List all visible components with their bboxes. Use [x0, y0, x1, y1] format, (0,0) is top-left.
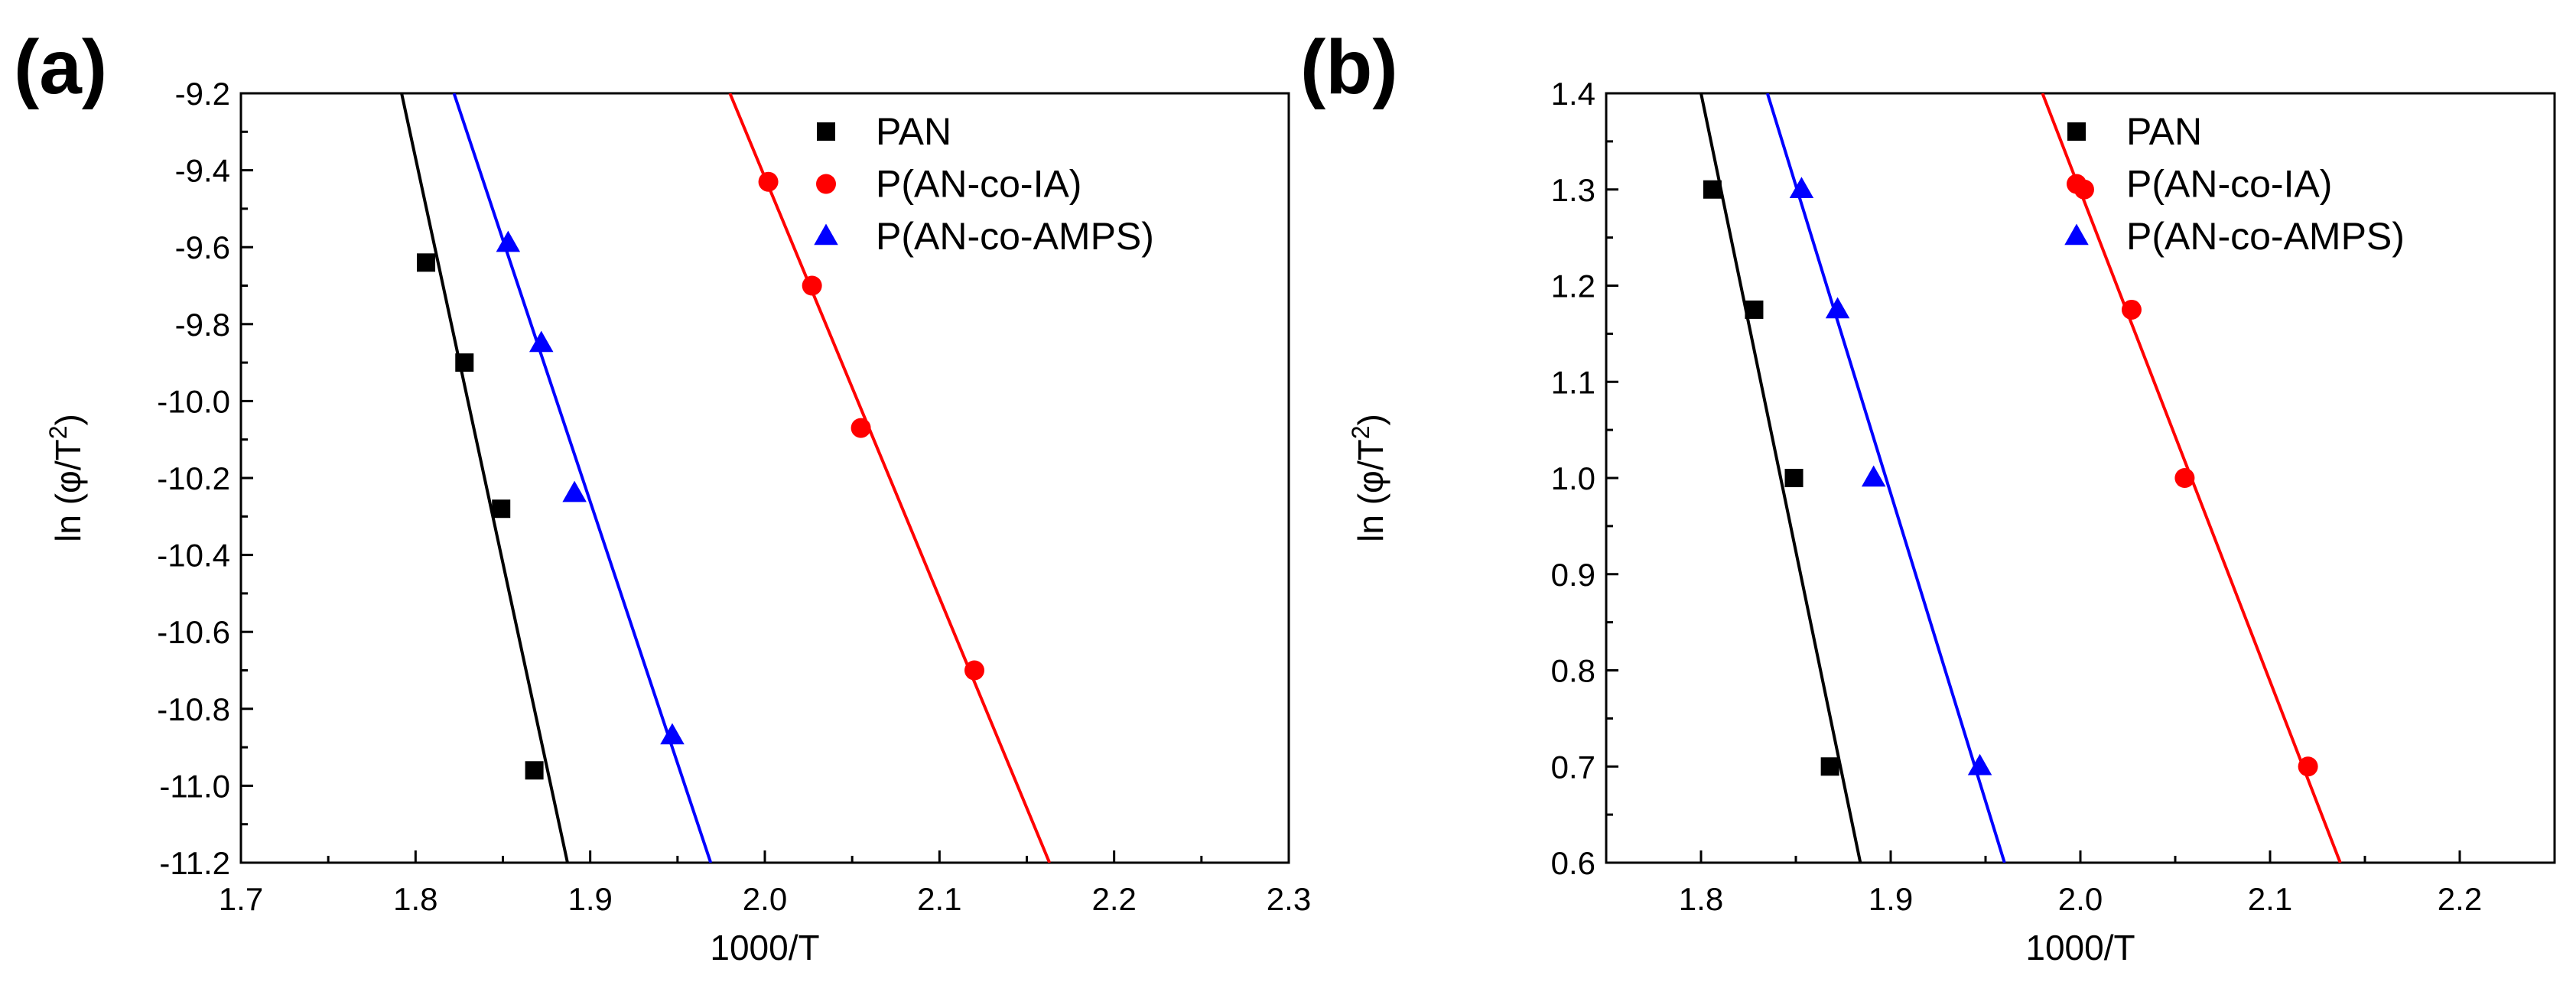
data-point-pan: [1745, 300, 1764, 319]
x-tick-label: 2.2: [1091, 881, 1136, 917]
data-point-p-an-co-amps: [1861, 465, 1886, 487]
data-point-pan: [1784, 469, 1804, 487]
data-point-pan: [455, 353, 474, 372]
data-point-pan: [492, 499, 511, 519]
y-tick-label: -10.0: [157, 383, 230, 419]
x-axis-label: 1000/T: [2025, 928, 2135, 967]
data-point-pan: [417, 253, 436, 272]
chart-panel-b: (b) 1.8 1.9 2.0 2.1 2.2 0.6 0.7 0.8 0.9 1.0 1.1 1.2 1…: [1300, 24, 2556, 967]
data-point-p-an-co-amps: [529, 330, 554, 353]
x-tick-label: 2.0: [743, 881, 787, 917]
panel-label: (b): [1300, 24, 1398, 110]
y-tick-label: -10.8: [157, 691, 230, 727]
fit-line-p-an-co-ia: [728, 93, 1052, 863]
legend-marker-p-an-co-amps: [814, 223, 838, 245]
y-tick-label: -9.2: [175, 76, 230, 112]
fit-line-pan: [400, 93, 569, 863]
legend-label-p-an-co-ia: P(AN-co-IA): [2126, 163, 2332, 206]
y-axis-label: ln (φ/T2): [44, 414, 88, 542]
y-tick-label: -10.4: [157, 538, 230, 574]
data-point-p-an-co-amps: [1789, 177, 1814, 198]
legend-label-p-an-co-amps: P(AN-co-AMPS): [876, 215, 1154, 258]
chart-panel-a: (a) 1.7 1.8 1.9 2.0 2.1 2.2 2.3 -11.2 -11.0 -10.8 -…: [14, 24, 1311, 967]
panel-label: (a): [14, 24, 107, 110]
data-point-p-an-co-ia: [2121, 299, 2142, 320]
legend-label-pan: PAN: [876, 110, 951, 153]
y-tick-label: 1.1: [1551, 364, 1595, 400]
data-point-pan: [525, 761, 544, 780]
x-tick-label: 1.8: [393, 881, 437, 917]
y-tick-label: 1.0: [1551, 460, 1595, 496]
data-point-p-an-co-ia: [2298, 756, 2318, 777]
y-tick-label: -11.2: [159, 845, 230, 881]
data-point-pan: [1820, 757, 1839, 776]
y-tick-label: -10.2: [157, 460, 230, 496]
y-tick-label: 0.9: [1551, 557, 1595, 593]
data-point-p-an-co-ia: [851, 418, 871, 438]
x-tick-label: 1.9: [1869, 881, 1913, 917]
legend-marker-p-an-co-ia: [2067, 174, 2086, 194]
y-tick-label: 0.6: [1551, 845, 1595, 881]
y-tick-label: -9.6: [175, 229, 230, 265]
x-tick-label: 2.1: [2248, 881, 2292, 917]
y-axis-label: ln (φ/T2): [1347, 414, 1390, 542]
data-point-p-an-co-amps: [1825, 297, 1850, 319]
data-point-p-an-co-ia: [964, 660, 984, 681]
y-tick-label: 1.3: [1551, 172, 1595, 208]
y-tick-label: 1.4: [1551, 76, 1595, 112]
y-tick-label: 0.8: [1551, 653, 1595, 689]
y-tick-label: 1.2: [1551, 268, 1595, 304]
data-point-p-an-co-ia: [802, 275, 822, 296]
x-axis-label: 1000/T: [710, 928, 819, 967]
y-tick-label: -9.4: [175, 153, 230, 189]
fit-line-pan: [1699, 93, 1862, 863]
data-point-p-an-co-ia: [758, 171, 779, 192]
y-tick-label: 0.7: [1551, 749, 1595, 785]
legend-label-p-an-co-ia: P(AN-co-IA): [876, 163, 1081, 206]
legend-label-pan: PAN: [2126, 110, 2202, 153]
data-point-p-an-co-amps: [562, 480, 587, 502]
fit-line-p-an-co-amps: [452, 93, 713, 863]
legend-marker-p-an-co-ia: [816, 174, 836, 194]
y-tick-label: -11.0: [159, 768, 230, 804]
legend-label-p-an-co-amps: P(AN-co-AMPS): [2126, 215, 2405, 258]
x-tick-label: 1.9: [568, 881, 612, 917]
data-point-p-an-co-amps: [1967, 753, 1992, 776]
legend-marker-pan: [2067, 122, 2086, 141]
legend-marker-pan: [817, 122, 835, 141]
data-point-p-an-co-ia: [2174, 468, 2195, 488]
plot-frame: [239, 92, 1290, 864]
plot-frame: [1605, 92, 2556, 864]
y-tick-label: -10.6: [157, 614, 230, 650]
x-tick-label: 2.3: [1267, 881, 1311, 917]
x-tick-label: 2.0: [2058, 881, 2103, 917]
data-point-p-an-co-amps: [496, 230, 521, 252]
y-tick-label: -9.8: [175, 307, 230, 343]
x-tick-label: 2.1: [917, 881, 961, 917]
x-tick-label: 1.8: [1679, 881, 1723, 917]
x-tick-label: 2.2: [2438, 881, 2482, 917]
data-point-p-an-co-amps: [660, 723, 685, 745]
fit-line-p-an-co-amps: [1765, 93, 2006, 863]
data-point-pan: [1703, 180, 1722, 199]
legend-marker-p-an-co-amps: [2064, 223, 2089, 245]
x-tick-label: 1.7: [219, 881, 263, 917]
